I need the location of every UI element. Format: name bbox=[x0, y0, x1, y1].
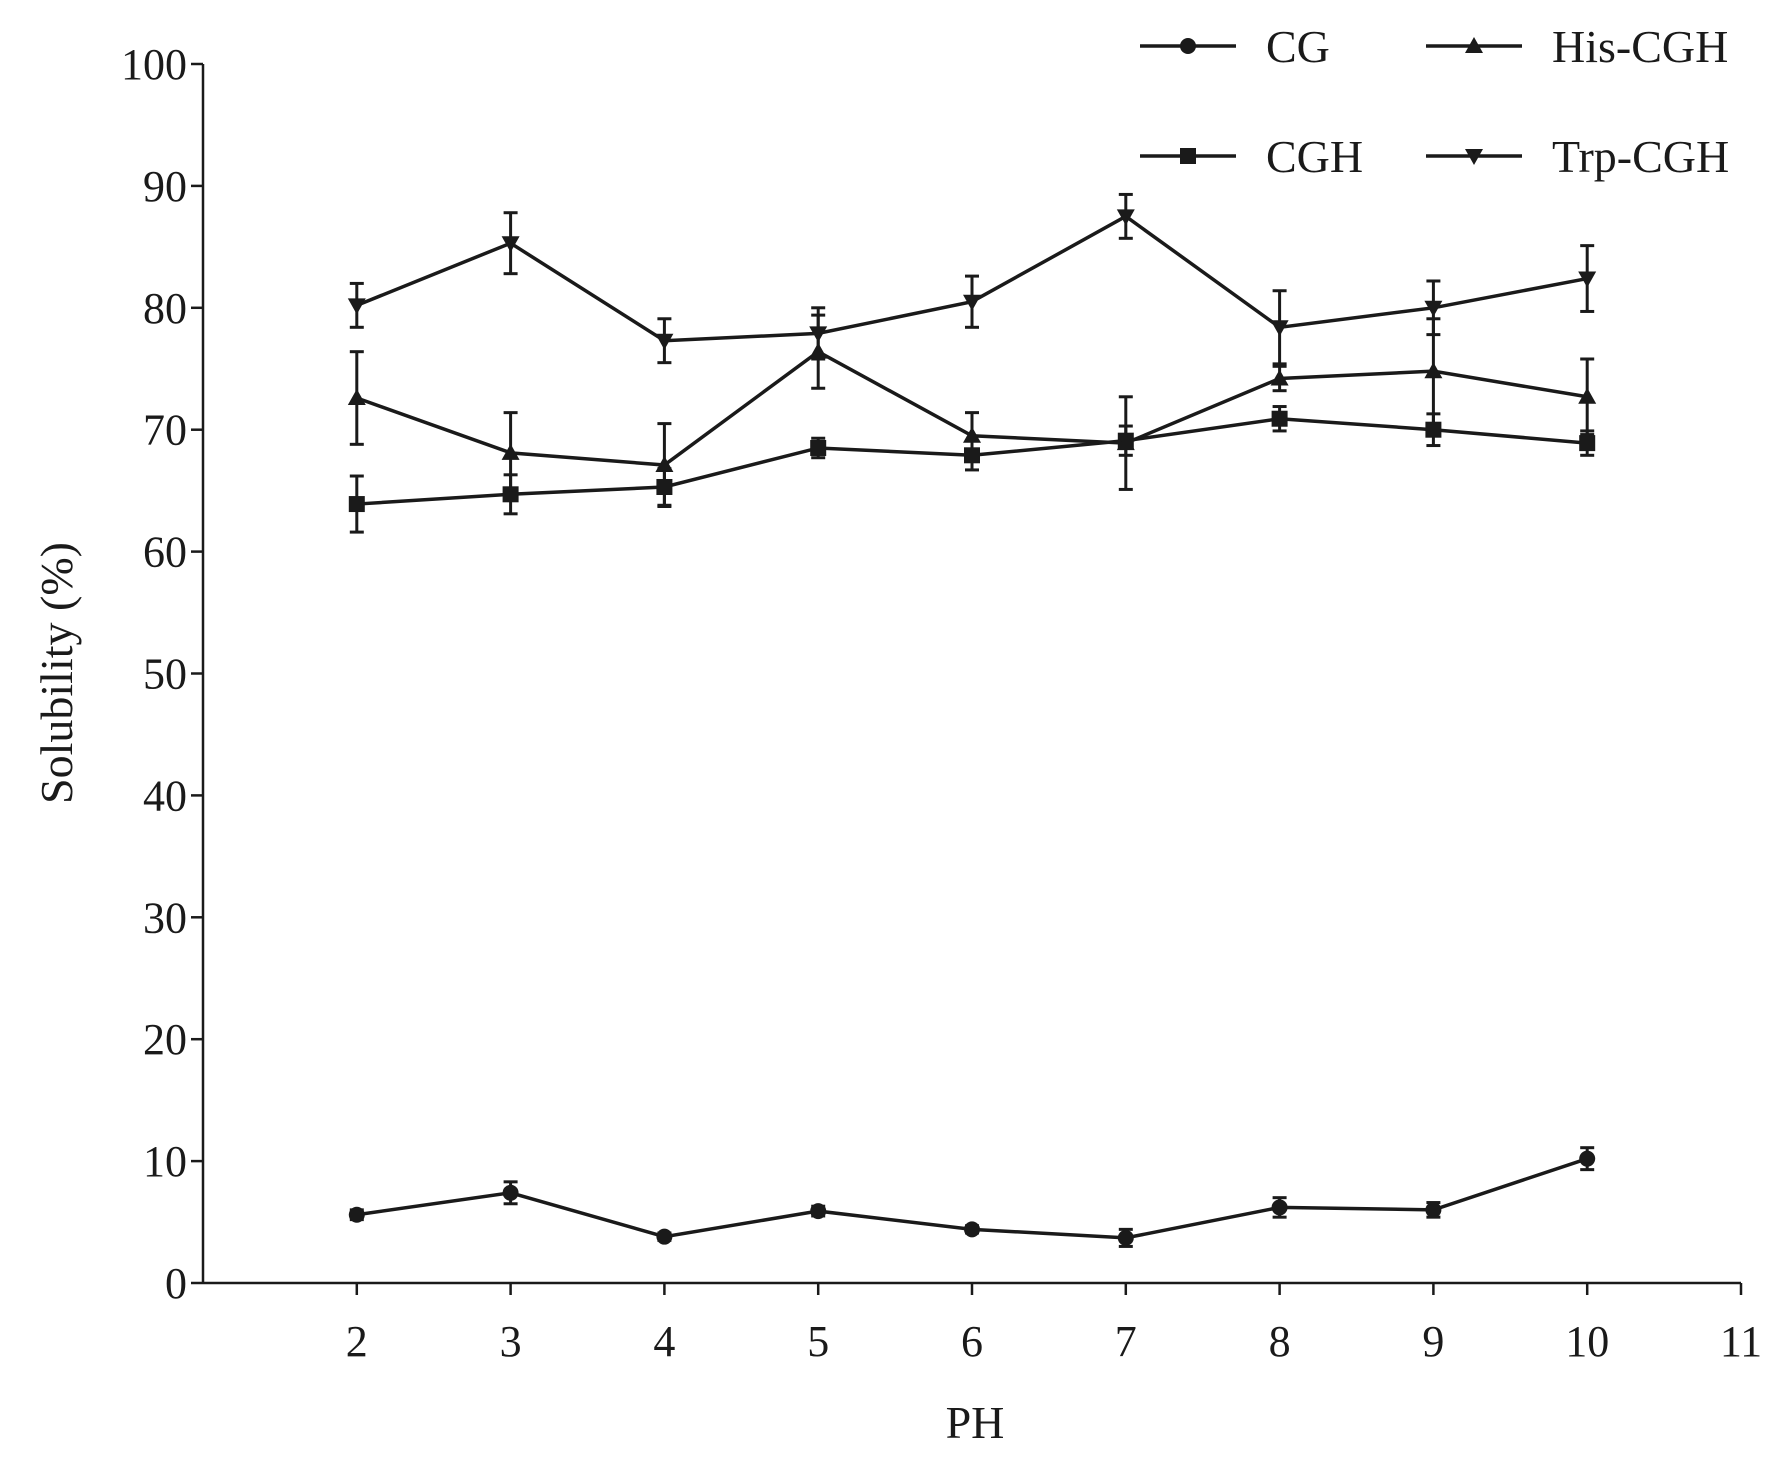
data-point bbox=[1578, 387, 1597, 404]
legend-marker bbox=[1180, 38, 1196, 54]
data-point bbox=[1117, 1229, 1134, 1246]
legend-label: Trp-CGH bbox=[1552, 131, 1729, 182]
data-point bbox=[810, 1203, 827, 1220]
legend-marker bbox=[1465, 149, 1483, 165]
data-point bbox=[1271, 410, 1288, 427]
y-axis-title: Solubility (%) bbox=[31, 542, 82, 804]
legend-label: CGH bbox=[1266, 131, 1363, 182]
y-tick-label: 60 bbox=[143, 528, 187, 577]
x-tick-label: 3 bbox=[500, 1317, 522, 1366]
x-axis-title: PH bbox=[946, 1397, 1005, 1448]
x-ticks: 2 3 4 5 6 7 8 9 10 11 bbox=[346, 1283, 1762, 1366]
data-point bbox=[1425, 421, 1442, 438]
legend-item-his-cgh: His-CGH bbox=[1426, 21, 1728, 72]
series-his-cgh bbox=[347, 313, 1597, 508]
data-point bbox=[809, 326, 828, 343]
x-tick-label: 2 bbox=[346, 1317, 368, 1366]
data-point bbox=[501, 236, 520, 253]
data-point bbox=[656, 1228, 673, 1245]
legend-marker bbox=[1180, 148, 1196, 164]
data-point bbox=[964, 1221, 980, 1238]
legend-item-cg: CG bbox=[1140, 21, 1330, 72]
legend-label: His-CGH bbox=[1552, 21, 1728, 72]
data-point bbox=[501, 443, 520, 460]
data-point bbox=[1424, 300, 1443, 317]
data-point bbox=[1578, 271, 1597, 288]
y-tick-label: 20 bbox=[143, 1015, 187, 1064]
series-layer bbox=[347, 192, 1597, 1248]
y-tick-label: 50 bbox=[143, 650, 187, 699]
data-point bbox=[1579, 435, 1596, 452]
x-tick-label: 11 bbox=[1720, 1317, 1762, 1366]
x-tick-label: 9 bbox=[1422, 1317, 1444, 1366]
y-tick-label: 90 bbox=[143, 162, 187, 211]
x-tick-label: 8 bbox=[1269, 1317, 1291, 1366]
y-tick-label: 10 bbox=[143, 1137, 187, 1186]
data-point bbox=[502, 1184, 519, 1201]
data-point bbox=[1116, 209, 1135, 226]
data-point bbox=[655, 333, 674, 350]
data-point bbox=[1579, 1150, 1596, 1167]
legend-item-cgh: CGH bbox=[1140, 131, 1363, 182]
data-point bbox=[1270, 320, 1289, 337]
data-point bbox=[963, 294, 981, 311]
y-tick-label: 0 bbox=[165, 1259, 187, 1308]
data-point bbox=[347, 389, 366, 406]
data-point bbox=[1425, 1201, 1442, 1218]
axes bbox=[201, 64, 1741, 1285]
y-tick-label: 40 bbox=[143, 771, 187, 820]
legend-marker bbox=[1465, 37, 1483, 53]
series-trp-cgh bbox=[347, 192, 1597, 366]
data-point bbox=[963, 426, 981, 443]
legend: CG His-CGH CGH Trp-CGH bbox=[1140, 21, 1729, 182]
data-point bbox=[1116, 434, 1135, 451]
legend-label: CG bbox=[1266, 21, 1330, 72]
y-tick-label: 100 bbox=[121, 40, 187, 89]
legend-item-trp-cgh: Trp-CGH bbox=[1426, 131, 1729, 182]
y-tick-label: 80 bbox=[143, 284, 187, 333]
data-point bbox=[655, 456, 674, 473]
data-point bbox=[1270, 369, 1289, 386]
x-tick-label: 7 bbox=[1115, 1317, 1137, 1366]
y-tick-label: 70 bbox=[143, 406, 187, 455]
y-ticks: 0 10 20 30 40 50 60 70 80 90 100 bbox=[121, 40, 203, 1308]
x-tick-label: 6 bbox=[961, 1317, 983, 1366]
data-point bbox=[347, 298, 366, 315]
data-point bbox=[348, 496, 365, 513]
y-tick-label: 30 bbox=[143, 893, 187, 942]
series-cg bbox=[348, 1146, 1596, 1248]
data-point bbox=[1271, 1199, 1288, 1216]
x-tick-label: 5 bbox=[807, 1317, 829, 1366]
x-tick-label: 4 bbox=[653, 1317, 675, 1366]
data-point bbox=[348, 1206, 365, 1223]
x-tick-label: 10 bbox=[1565, 1317, 1609, 1366]
data-point bbox=[1424, 362, 1443, 379]
data-point bbox=[810, 439, 827, 456]
